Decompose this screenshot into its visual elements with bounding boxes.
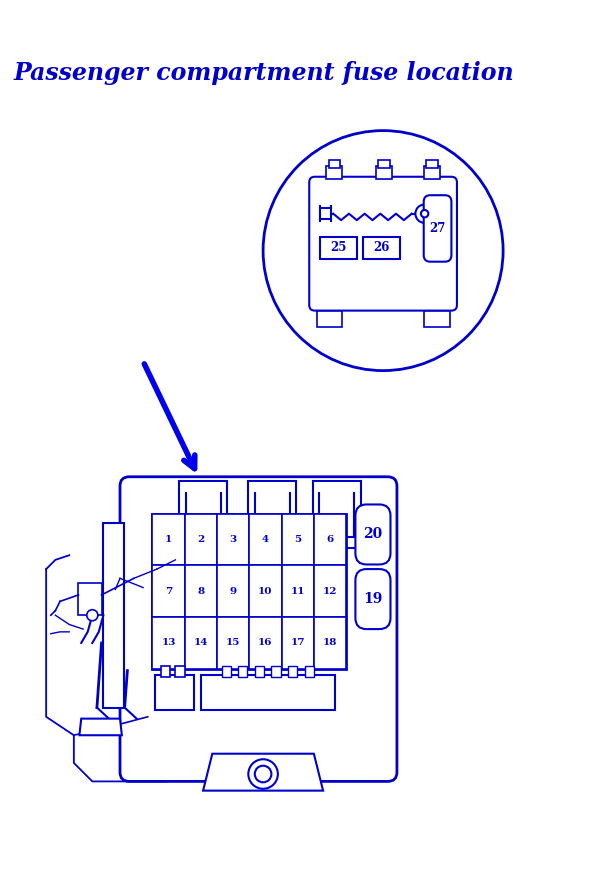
- Bar: [185, 565, 217, 617]
- Bar: [221, 666, 231, 677]
- Bar: [363, 237, 400, 259]
- FancyBboxPatch shape: [355, 505, 391, 564]
- Polygon shape: [80, 718, 122, 735]
- FancyBboxPatch shape: [355, 569, 391, 629]
- Bar: [201, 675, 335, 710]
- Bar: [282, 513, 314, 565]
- Text: 1: 1: [165, 535, 172, 544]
- Text: Passenger compartment fuse location: Passenger compartment fuse location: [14, 61, 514, 85]
- Bar: [179, 482, 227, 548]
- Text: 4: 4: [262, 535, 269, 544]
- Bar: [186, 489, 221, 537]
- Bar: [314, 513, 346, 565]
- Text: 13: 13: [161, 639, 175, 647]
- Text: 9: 9: [230, 587, 236, 596]
- Circle shape: [87, 610, 98, 621]
- Text: 14: 14: [194, 639, 208, 647]
- Bar: [238, 666, 247, 677]
- Bar: [155, 675, 194, 710]
- Text: 3: 3: [230, 535, 236, 544]
- Bar: [248, 482, 296, 548]
- Bar: [217, 617, 249, 668]
- Bar: [249, 513, 282, 565]
- Text: 15: 15: [226, 639, 240, 647]
- FancyBboxPatch shape: [309, 177, 457, 311]
- Text: 20: 20: [364, 527, 382, 541]
- Text: 26: 26: [373, 241, 390, 254]
- Bar: [314, 617, 346, 668]
- Text: 27: 27: [429, 222, 446, 235]
- Bar: [221, 524, 228, 537]
- Bar: [181, 483, 226, 491]
- Bar: [153, 513, 346, 668]
- Text: 7: 7: [165, 587, 172, 596]
- Bar: [317, 311, 343, 328]
- FancyBboxPatch shape: [424, 195, 452, 262]
- Text: 10: 10: [258, 587, 273, 596]
- Text: 18: 18: [323, 639, 337, 647]
- Bar: [312, 524, 320, 537]
- Text: 6: 6: [326, 535, 333, 544]
- Bar: [288, 666, 297, 677]
- Bar: [313, 482, 361, 548]
- Text: 11: 11: [291, 587, 305, 596]
- Bar: [160, 666, 170, 677]
- Bar: [424, 311, 450, 328]
- Bar: [217, 565, 249, 617]
- Bar: [376, 166, 393, 179]
- Bar: [305, 666, 314, 677]
- Text: 8: 8: [197, 587, 204, 596]
- Bar: [178, 524, 186, 537]
- Bar: [255, 666, 264, 677]
- Bar: [153, 565, 185, 617]
- Bar: [314, 565, 346, 617]
- Bar: [153, 617, 185, 668]
- Text: 5: 5: [294, 535, 302, 544]
- Bar: [153, 513, 185, 565]
- Circle shape: [421, 210, 428, 217]
- Bar: [103, 523, 124, 708]
- Text: 16: 16: [258, 639, 273, 647]
- Polygon shape: [203, 753, 323, 791]
- Bar: [185, 513, 217, 565]
- Bar: [185, 617, 217, 668]
- Text: 19: 19: [363, 592, 383, 606]
- Text: 12: 12: [323, 587, 337, 596]
- Bar: [271, 666, 280, 677]
- Text: 25: 25: [330, 241, 347, 254]
- Bar: [249, 617, 282, 668]
- Text: 17: 17: [291, 639, 305, 647]
- Bar: [329, 160, 339, 167]
- Bar: [249, 565, 282, 617]
- Bar: [424, 166, 440, 179]
- Bar: [326, 166, 343, 179]
- Circle shape: [248, 759, 278, 788]
- Circle shape: [415, 204, 434, 223]
- Circle shape: [255, 766, 271, 782]
- Bar: [379, 160, 390, 167]
- Bar: [282, 565, 314, 617]
- Bar: [320, 489, 355, 537]
- Bar: [290, 524, 297, 537]
- Bar: [217, 513, 249, 565]
- Bar: [315, 483, 359, 491]
- Bar: [247, 524, 255, 537]
- Bar: [78, 583, 101, 615]
- Bar: [250, 483, 294, 491]
- Bar: [355, 524, 362, 537]
- Bar: [426, 160, 438, 167]
- Bar: [282, 617, 314, 668]
- FancyBboxPatch shape: [120, 477, 397, 781]
- Bar: [320, 237, 357, 259]
- Bar: [255, 489, 290, 537]
- Circle shape: [263, 131, 503, 371]
- Bar: [175, 666, 185, 677]
- Text: 2: 2: [197, 535, 204, 544]
